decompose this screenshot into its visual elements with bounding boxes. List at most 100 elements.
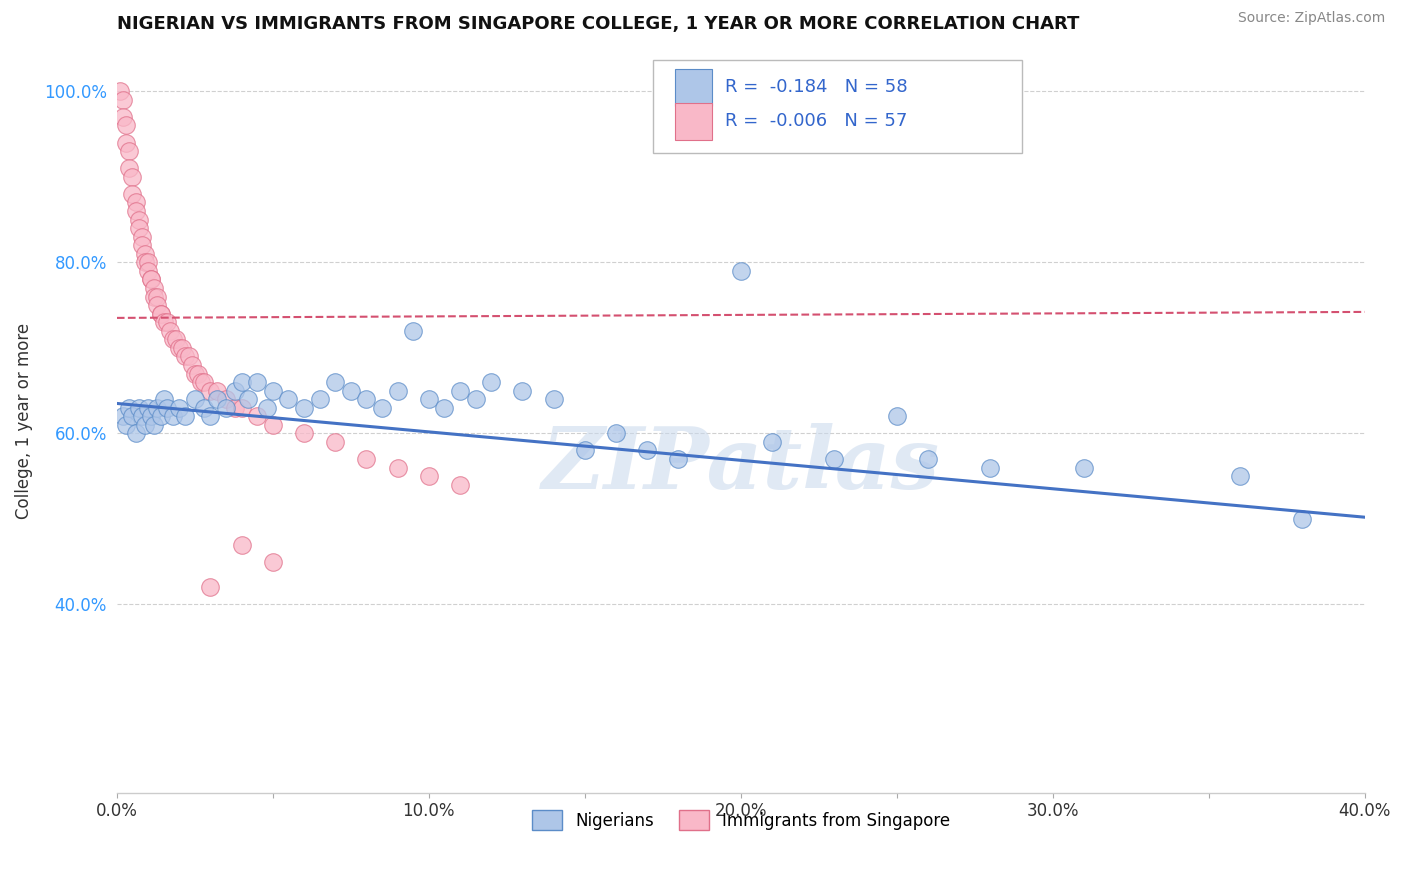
Point bbox=[124, 426, 146, 441]
Point bbox=[141, 272, 163, 286]
Legend: Nigerians, Immigrants from Singapore: Nigerians, Immigrants from Singapore bbox=[524, 804, 956, 837]
Point bbox=[215, 401, 238, 415]
Point bbox=[262, 555, 284, 569]
Point bbox=[200, 409, 222, 424]
Point bbox=[184, 392, 207, 406]
Point bbox=[193, 401, 215, 415]
Point bbox=[1073, 460, 1095, 475]
Point bbox=[323, 375, 346, 389]
Point bbox=[134, 255, 156, 269]
Point bbox=[231, 538, 253, 552]
Point bbox=[231, 401, 253, 415]
Point bbox=[174, 409, 197, 424]
Point bbox=[512, 384, 534, 398]
Point bbox=[115, 417, 138, 432]
Point bbox=[134, 246, 156, 260]
Point bbox=[205, 392, 228, 406]
Point bbox=[177, 350, 200, 364]
Text: R =  -0.006   N = 57: R = -0.006 N = 57 bbox=[724, 112, 907, 130]
Text: R =  -0.184   N = 58: R = -0.184 N = 58 bbox=[724, 78, 907, 96]
Point bbox=[136, 401, 159, 415]
Point bbox=[917, 452, 939, 467]
Point bbox=[433, 401, 456, 415]
Point bbox=[121, 186, 143, 201]
Point bbox=[231, 375, 253, 389]
Point bbox=[262, 384, 284, 398]
Point bbox=[146, 401, 169, 415]
Point bbox=[323, 434, 346, 449]
Point bbox=[141, 409, 163, 424]
Point bbox=[172, 341, 194, 355]
Point bbox=[180, 358, 202, 372]
Point bbox=[118, 161, 141, 176]
Point bbox=[118, 401, 141, 415]
Point bbox=[115, 136, 138, 150]
Point bbox=[200, 580, 222, 594]
Point bbox=[668, 452, 690, 467]
Point bbox=[246, 375, 269, 389]
Point bbox=[143, 281, 166, 295]
Point bbox=[193, 375, 215, 389]
Point bbox=[1229, 469, 1251, 483]
Point bbox=[340, 384, 363, 398]
Point bbox=[131, 409, 153, 424]
Point bbox=[143, 417, 166, 432]
Point bbox=[387, 384, 409, 398]
Point bbox=[200, 384, 222, 398]
Point bbox=[152, 315, 174, 329]
Point bbox=[292, 401, 315, 415]
Point bbox=[418, 469, 440, 483]
Point bbox=[174, 350, 197, 364]
Point bbox=[143, 289, 166, 303]
Point bbox=[108, 84, 131, 98]
Point bbox=[574, 443, 596, 458]
Point bbox=[371, 401, 394, 415]
Point bbox=[124, 204, 146, 219]
Point bbox=[224, 401, 246, 415]
Point bbox=[167, 341, 190, 355]
Point bbox=[121, 169, 143, 184]
Point bbox=[128, 221, 150, 235]
Point bbox=[187, 367, 209, 381]
Point bbox=[141, 272, 163, 286]
Point bbox=[479, 375, 502, 389]
Point bbox=[224, 384, 246, 398]
Point bbox=[215, 392, 238, 406]
Point bbox=[162, 409, 184, 424]
Point bbox=[131, 229, 153, 244]
Point bbox=[205, 384, 228, 398]
Point bbox=[136, 255, 159, 269]
Point bbox=[124, 195, 146, 210]
Point bbox=[1291, 512, 1313, 526]
Point bbox=[128, 401, 150, 415]
Point bbox=[277, 392, 299, 406]
Point bbox=[167, 401, 190, 415]
Point bbox=[256, 401, 278, 415]
Point bbox=[184, 367, 207, 381]
Y-axis label: College, 1 year or more: College, 1 year or more bbox=[15, 323, 32, 518]
Point bbox=[121, 409, 143, 424]
Point bbox=[761, 434, 783, 449]
Point bbox=[356, 392, 378, 406]
Point bbox=[262, 417, 284, 432]
Point bbox=[356, 452, 378, 467]
Point bbox=[292, 426, 315, 441]
Point bbox=[636, 443, 658, 458]
Point bbox=[730, 264, 752, 278]
Point bbox=[159, 324, 181, 338]
Point bbox=[979, 460, 1001, 475]
Point bbox=[152, 392, 174, 406]
Text: ZIPatlas: ZIPatlas bbox=[541, 424, 939, 507]
FancyBboxPatch shape bbox=[654, 60, 1022, 153]
Point bbox=[246, 409, 269, 424]
Point bbox=[886, 409, 908, 424]
Point bbox=[131, 238, 153, 252]
Point bbox=[190, 375, 212, 389]
Point bbox=[118, 144, 141, 158]
Point bbox=[149, 307, 172, 321]
Point bbox=[146, 298, 169, 312]
Point bbox=[112, 409, 135, 424]
Point bbox=[449, 384, 471, 398]
Point bbox=[136, 264, 159, 278]
Point bbox=[823, 452, 845, 467]
